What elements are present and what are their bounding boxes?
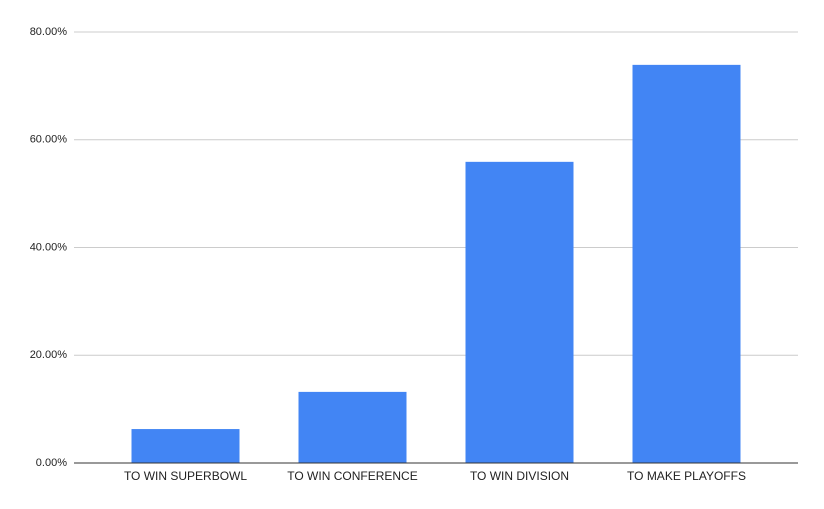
x-tick-label: TO MAKE PLAYOFFS [627,469,746,483]
y-tick-label: 0.00% [36,457,67,469]
bar [298,391,407,463]
y-tick-label: 60.00% [30,134,68,146]
y-tick-label: 40.00% [30,241,68,253]
bar [131,429,240,463]
y-tick-label: 80.00% [30,26,68,38]
x-tick-label: TO WIN DIVISION [470,469,569,483]
bar [632,64,741,464]
bar [465,161,574,463]
x-tick-label: TO WIN SUPERBOWL [124,469,247,483]
y-tick-label: 20.00% [30,349,68,361]
x-tick-label: TO WIN CONFERENCE [287,469,417,483]
